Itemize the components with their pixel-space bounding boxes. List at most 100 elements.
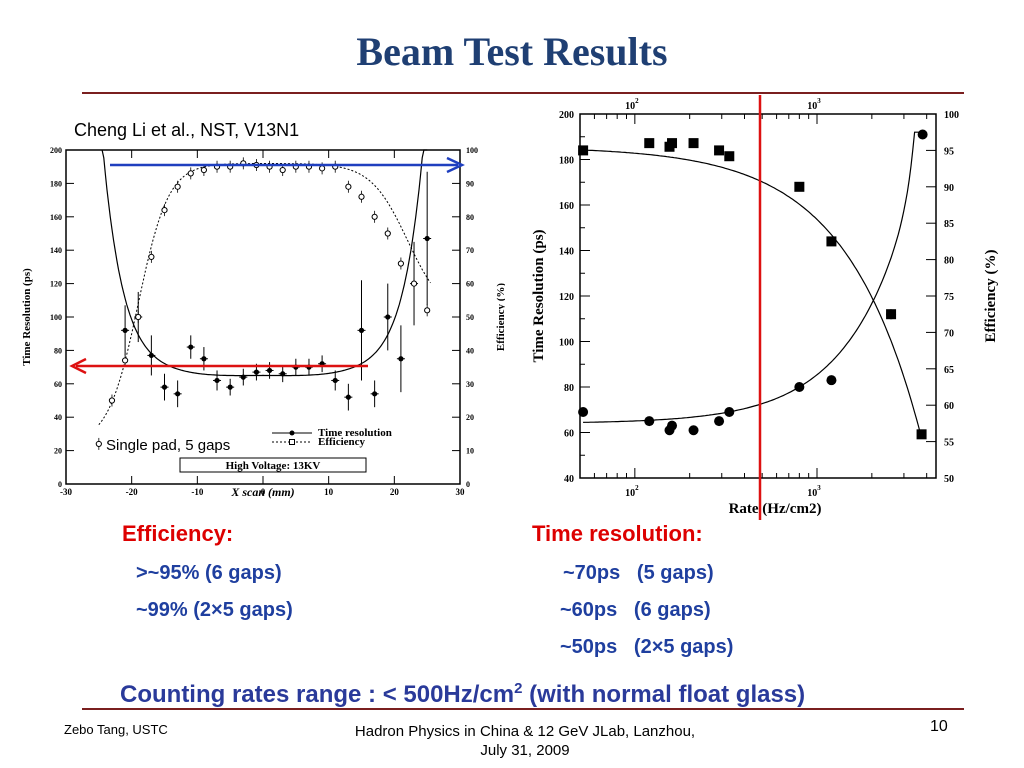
efficiency-point xyxy=(397,260,404,267)
xscan-chart: -30 -20 -10 0 10 20 30020406080100120140160180… xyxy=(21,146,505,499)
rate-time-resolution-point xyxy=(578,407,589,418)
efficiency-point xyxy=(410,280,418,287)
rate-y2-tick-label: 85 xyxy=(944,219,954,230)
rate-y-tick-label: 180 xyxy=(559,156,574,167)
xscan-y2-tick-label: 80 xyxy=(466,213,474,222)
time-resolution-point xyxy=(227,384,233,390)
xscan-y2-tick-label: 90 xyxy=(466,179,474,188)
efficiency-point xyxy=(135,313,142,321)
legend-time-resolution: Time resolution xyxy=(318,427,392,439)
xscan-legend: Time resolution Efficiency xyxy=(272,427,392,448)
rate-y2-tick-label: 65 xyxy=(944,365,954,376)
time-resolution-point xyxy=(188,344,194,350)
efficiency-fit-curve xyxy=(98,163,431,426)
xscan-y2-axis-label: Efficiency (%) xyxy=(495,283,505,351)
rate-time-resolution-point xyxy=(826,375,837,386)
footer-author: Zebo Tang, USTC xyxy=(64,722,168,737)
time-resolution-point xyxy=(280,371,286,377)
xscan-x-tick-label: 10 xyxy=(324,487,334,497)
efficiency-point xyxy=(371,213,378,220)
efficiency-point xyxy=(358,193,365,200)
time-resolution-arrow-head xyxy=(69,357,87,375)
efficiency-point xyxy=(174,183,181,190)
top-rule xyxy=(82,92,964,94)
rate-y-axis-label: Time Resolution (ps) xyxy=(531,229,547,362)
summary-tail: (with normal float glass) xyxy=(522,681,806,708)
efficiency-point xyxy=(161,207,168,214)
page-number: 10 xyxy=(930,718,948,735)
time-resolution-point xyxy=(201,356,207,362)
rate-time-resolution-point xyxy=(724,407,735,418)
rate-efficiency-point xyxy=(826,236,837,247)
rate-x-tick-exp-top: 2 xyxy=(635,97,639,105)
rate-efficiency-point xyxy=(644,138,655,149)
time-resolution-point xyxy=(345,394,351,400)
xscan-y-tick-label: 60 xyxy=(54,380,62,389)
time-resolution-point xyxy=(253,369,260,375)
efficiency-item-1: >~95% (6 gaps) xyxy=(136,562,282,584)
rate-x-tick-exp: 2 xyxy=(635,484,639,492)
rate-time-resolution-point xyxy=(667,420,678,431)
rate-plot-frame xyxy=(579,113,937,479)
time-resolution-point xyxy=(358,327,365,333)
xscan-y-tick-label: 140 xyxy=(50,246,62,255)
time-resolution-point xyxy=(372,391,378,397)
time-resolution-point xyxy=(148,352,154,359)
rate-x-tick-label-top: 103 xyxy=(807,97,821,112)
rate-time-resolution-point xyxy=(714,416,725,427)
counting-rates-summary: Counting rates range : < 500Hz/cm2 (with… xyxy=(120,672,880,711)
rate-efficiency-point xyxy=(688,138,699,149)
efficiency-point xyxy=(122,357,129,364)
xscan-x-tick-label: 20 xyxy=(390,487,400,497)
efficiency-point xyxy=(148,253,155,260)
time-resolution-item-2: ~60ps (6 gaps) xyxy=(560,599,711,621)
xscan-x-tick-label: -10 xyxy=(191,487,203,497)
time-resolution-point xyxy=(214,377,220,384)
rate-chart: 102 102 103 103 40 60 80 100 120 140 160 180 200 50 55… xyxy=(531,95,999,520)
rate-time-resolution-point xyxy=(794,382,805,392)
xscan-y-axis-label: Time Resolution (ps) xyxy=(21,268,33,366)
xscan-y2-tick-label: 0 xyxy=(466,480,470,489)
time-resolution-point xyxy=(175,391,181,397)
efficiency-point xyxy=(187,170,194,177)
rate-x-axis-label: Rate (Hz/cm2) xyxy=(729,501,822,517)
efficiency-point xyxy=(424,307,431,314)
bottom-rule xyxy=(82,708,964,710)
rate-y2-tick-label: 90 xyxy=(944,183,954,194)
rate-y-tick-label: 120 xyxy=(559,292,574,303)
footer-event-line1: Hadron Physics in China & 12 GeV JLab, L… xyxy=(354,723,696,740)
efficiency-heading: Efficiency: xyxy=(122,521,234,546)
legend-efficiency: Efficiency xyxy=(318,436,366,448)
footer-event-line2: July 31, 2009 xyxy=(480,742,570,759)
rate-x-tick-exp: 3 xyxy=(817,484,821,492)
time-resolution-item-1: ~70ps (5 gaps) xyxy=(563,562,714,584)
xscan-y2-tick-label: 50 xyxy=(466,313,474,322)
time-resolution-fit-curve xyxy=(101,149,428,377)
xscan-y-tick-label: 80 xyxy=(54,346,62,355)
efficiency-point xyxy=(345,183,352,190)
citation: Cheng Li et al., NST, V13N1 xyxy=(74,120,300,140)
rate-time-resolution-point xyxy=(644,416,655,427)
xscan-y-tick-label: 20 xyxy=(54,447,62,456)
efficiency-point xyxy=(384,230,391,237)
xscan-y-tick-label: 180 xyxy=(50,179,62,188)
time-resolution-heading: Time resolution: xyxy=(532,521,703,546)
xscan-x-tick-label: -30 xyxy=(60,487,72,497)
xscan-y-tick-label: 160 xyxy=(50,213,62,222)
rate-y-tick-label: 100 xyxy=(559,338,574,349)
efficiency-point xyxy=(95,440,102,448)
rate-time-resolution-point xyxy=(688,425,699,436)
rate-y-tick-label: 200 xyxy=(559,110,574,121)
rate-time-resolution-fit-curve xyxy=(583,131,922,423)
rate-efficiency-point xyxy=(794,181,805,192)
xscan-y2-tick-label: 10 xyxy=(466,447,474,456)
rate-y2-tick-label: 95 xyxy=(944,146,954,157)
time-resolution-point xyxy=(122,327,128,333)
rate-time-resolution-point xyxy=(886,309,897,320)
rate-x-tick-exp-top: 3 xyxy=(817,97,821,105)
xscan-y-tick-label: 200 xyxy=(50,146,62,155)
xscan-x-tick-label: 30 xyxy=(456,487,466,497)
rate-y-tick-label: 160 xyxy=(559,201,574,212)
rate-x-tick-label: 102 xyxy=(625,484,639,499)
rate-y2-tick-label: 60 xyxy=(944,401,954,412)
